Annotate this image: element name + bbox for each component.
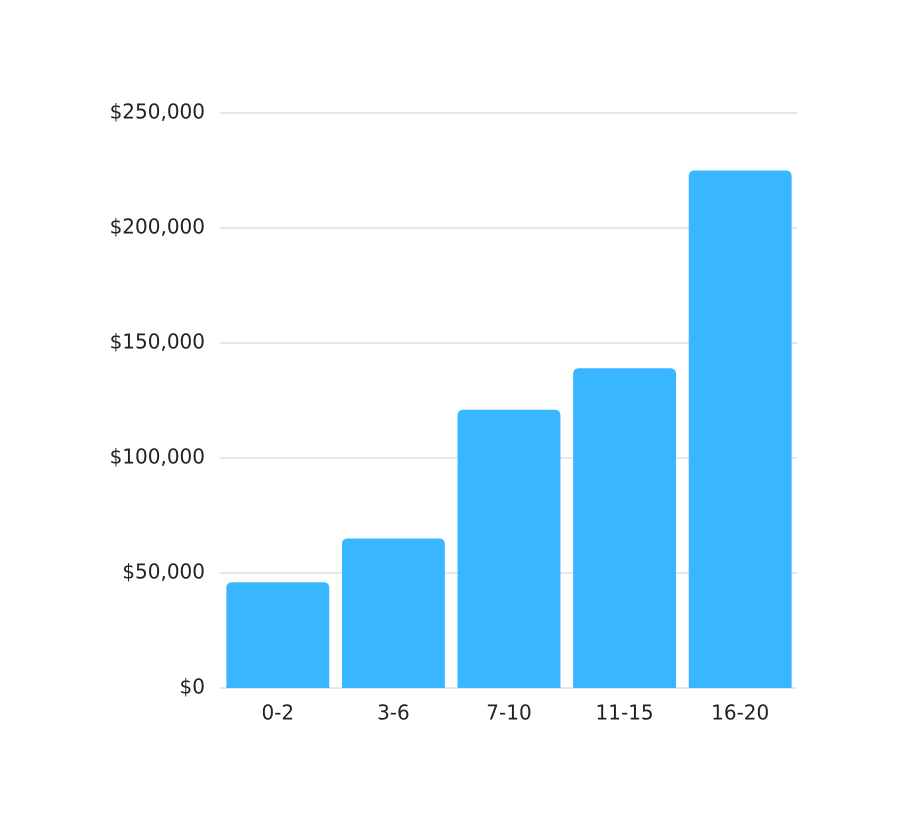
y-tick-label: $50,000 — [122, 560, 205, 584]
x-tick-label: 16-20 — [711, 701, 769, 725]
bar — [457, 409, 561, 688]
x-tick-label: 3-6 — [377, 701, 410, 725]
x-tick-label: 11-15 — [596, 701, 654, 725]
bar — [688, 170, 792, 688]
x-tick-label: 0-2 — [261, 701, 294, 725]
bar — [226, 582, 330, 688]
y-tick-label: $100,000 — [110, 445, 205, 469]
y-tick-label: $250,000 — [110, 100, 205, 124]
y-tick-label: $0 — [180, 675, 205, 699]
bar — [341, 538, 445, 688]
y-tick-label: $150,000 — [110, 330, 205, 354]
y-tick-label: $200,000 — [110, 215, 205, 239]
bar — [573, 368, 677, 688]
x-tick-label: 7-10 — [486, 701, 531, 725]
